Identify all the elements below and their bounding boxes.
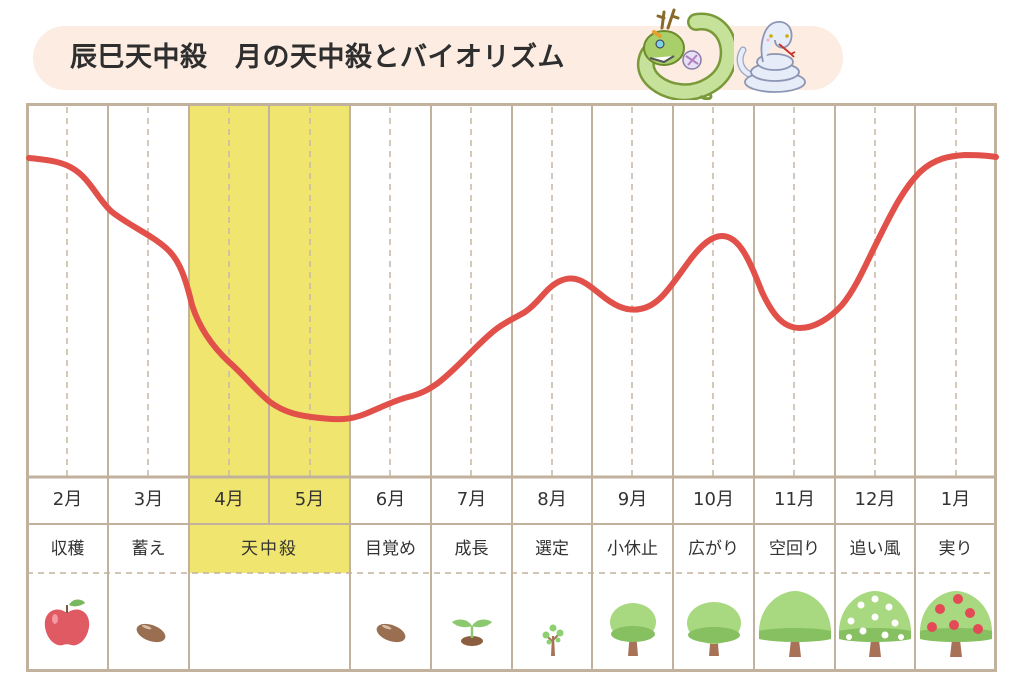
phase-label-tenchusatsu: 天中殺: [241, 539, 298, 559]
month-label-7: 7月: [456, 489, 487, 510]
apple-icon: [44, 599, 90, 646]
tree-icon: [687, 602, 741, 656]
column-separators: [107, 105, 916, 670]
sapling-icon: [542, 624, 564, 656]
flowering-tree-icon: [838, 591, 912, 657]
phase-label-expansion: 広がり: [688, 539, 739, 559]
month-label-5: 5月: [294, 489, 325, 510]
apple-tree-icon: [919, 591, 993, 657]
seed-icon: [136, 623, 166, 643]
phase-label-harvest: 収穫: [50, 539, 85, 559]
month-label-2: 2月: [52, 489, 83, 510]
phase-label-tailwind: 追い風: [849, 539, 901, 559]
white-snake-icon: [736, 21, 806, 93]
month-label-11: 11月: [774, 489, 815, 510]
month-label-9: 9月: [617, 489, 648, 510]
month-label-1: 1月: [940, 489, 971, 510]
large-tree-icon: [758, 591, 832, 657]
phase-label-growth: 成長: [454, 539, 489, 559]
month-label-6: 6月: [375, 489, 406, 510]
phase-label-selection: 選定: [535, 539, 569, 559]
month-label-8: 8月: [537, 489, 567, 510]
biorhythm-curve: [26, 152, 999, 423]
phase-label-store: 蓄え: [131, 539, 166, 559]
chart-frame: [26, 103, 997, 672]
sprout-icon: [452, 619, 492, 646]
phase-label-pause: 小休止: [607, 539, 658, 559]
dragon-icon: [636, 8, 734, 100]
month-label-4: 4月: [214, 489, 244, 510]
month-label-3: 3月: [133, 489, 164, 510]
month-label-10: 10月: [693, 489, 734, 510]
small-tree-icon: [610, 603, 656, 656]
page-title: 辰巳天中殺 月の天中殺とバイオリズム: [70, 42, 565, 73]
phase-label-awaken: 目覚め: [365, 539, 416, 559]
seed-icon: [376, 623, 406, 643]
phase-label-fruition: 実り: [938, 539, 973, 559]
month-label-12: 12月: [854, 489, 896, 510]
phase-label-spinning: 空回り: [769, 539, 820, 559]
